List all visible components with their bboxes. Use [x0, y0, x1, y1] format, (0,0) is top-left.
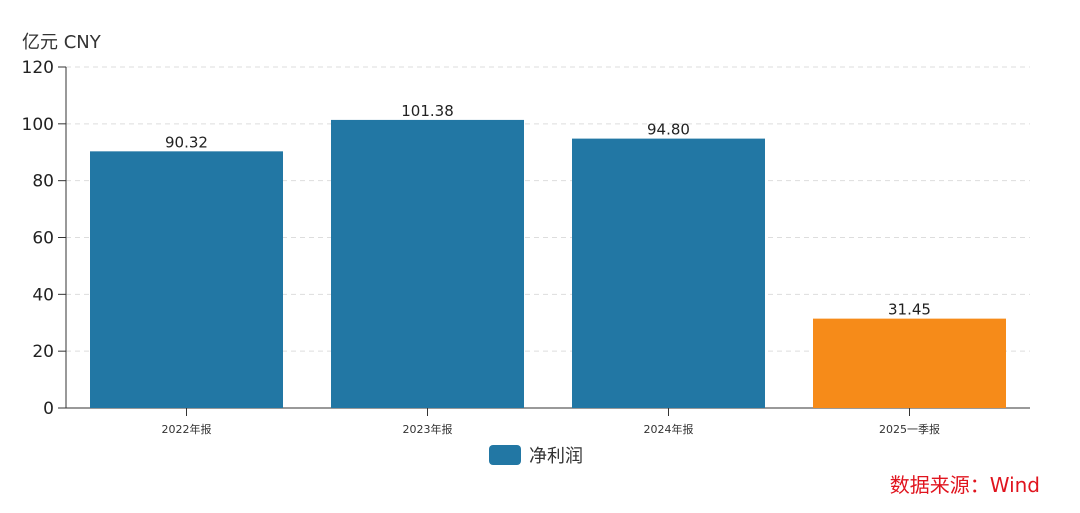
x-tick-label: 2024年报: [644, 422, 694, 436]
y-tick-label: 100: [22, 115, 54, 135]
data-label: 101.38: [401, 102, 454, 120]
x-tick-label: 2023年报: [403, 422, 453, 436]
y-tick-label: 120: [22, 58, 54, 78]
y-tick-label: 0: [43, 399, 54, 419]
y-tick-label: 80: [32, 172, 54, 192]
bar: [813, 318, 1006, 408]
y-tick-label: 40: [32, 285, 54, 305]
legend-swatch: [489, 445, 521, 465]
y-axis-unit-label: 亿元 CNY: [22, 32, 101, 53]
legend[interactable]: 净利润: [489, 442, 583, 468]
data-label: 90.32: [165, 133, 208, 151]
data-label: 31.45: [888, 301, 931, 319]
y-tick-label: 60: [32, 229, 54, 249]
bar: [90, 151, 283, 408]
data-label: 94.80: [647, 121, 690, 139]
bar: [572, 138, 765, 409]
bar: [331, 119, 524, 408]
x-tick-label: 2022年报: [162, 422, 212, 436]
legend-label: 净利润: [529, 446, 583, 467]
data-source-note: 数据来源：Wind: [889, 473, 1040, 497]
x-tick-label: 2025一季报: [879, 422, 940, 436]
y-tick-label: 20: [32, 342, 54, 362]
